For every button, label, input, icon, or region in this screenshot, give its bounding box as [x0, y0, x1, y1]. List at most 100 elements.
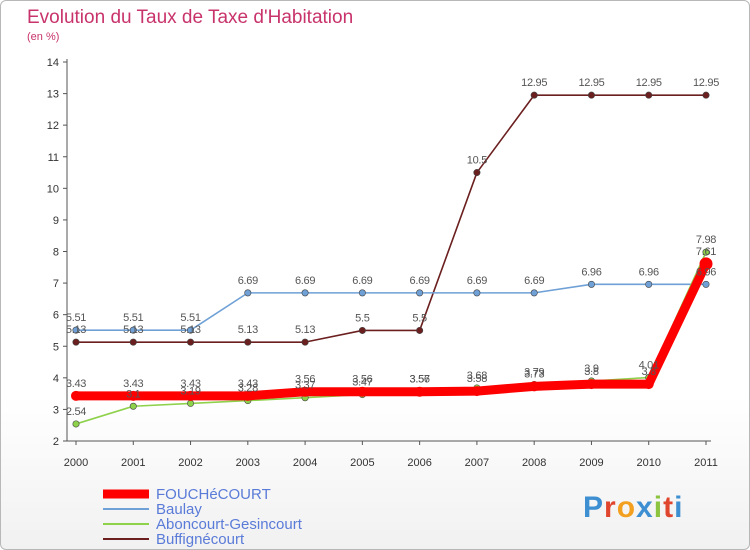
- data-label: 3.37: [295, 380, 315, 392]
- data-label: 3.43: [66, 378, 86, 390]
- data-label: 5.13: [295, 324, 315, 336]
- data-label: 2.54: [66, 406, 86, 418]
- data-label: 6.69: [410, 275, 430, 287]
- x-tick-label: 2002: [178, 457, 202, 469]
- data-point: [643, 379, 654, 390]
- data-label: 6.69: [524, 275, 544, 287]
- data-point: [645, 280, 653, 288]
- series-line-1: [75, 283, 707, 331]
- data-point: [358, 326, 366, 334]
- data-point: [358, 289, 366, 297]
- data-point: [72, 326, 80, 334]
- data-point: [587, 91, 595, 99]
- y-tick-label: 10: [47, 183, 59, 195]
- legend-label: Baulay: [156, 501, 202, 518]
- data-label: 12.95: [693, 77, 719, 89]
- legend-label: Buffignécourt: [156, 531, 245, 548]
- data-label: 12.95: [636, 77, 662, 89]
- data-label: 3.8: [642, 366, 657, 378]
- data-label: 5.13: [123, 324, 143, 336]
- data-point: [416, 289, 424, 297]
- data-point: [71, 390, 81, 401]
- data-point: [301, 289, 309, 297]
- data-label: 3.56: [295, 374, 315, 386]
- data-point: [185, 390, 196, 401]
- logo-letter: P: [583, 491, 605, 524]
- data-label: 5.51: [180, 312, 200, 324]
- data-label: 5.5: [355, 312, 370, 324]
- x-tick-label: 2003: [236, 457, 260, 469]
- chart-title: Evolution du Taux de Taxe d'Habitation: [27, 7, 354, 28]
- data-label: 6.69: [295, 275, 315, 287]
- data-point: [187, 326, 195, 334]
- y-tick-label: 5: [53, 341, 59, 353]
- data-point: [244, 289, 252, 297]
- y-tick-label: 12: [47, 120, 59, 132]
- data-label: 12.95: [521, 77, 547, 89]
- data-label: 6.69: [467, 275, 487, 287]
- y-tick-label: 3: [53, 404, 59, 416]
- data-point: [72, 420, 80, 428]
- data-point: [129, 338, 137, 346]
- data-label: 3.56: [352, 374, 372, 386]
- data-label: 3.9: [584, 363, 599, 375]
- x-tick-label: 2010: [636, 457, 660, 469]
- data-point: [473, 169, 481, 177]
- data-label: 5.13: [238, 324, 258, 336]
- data-point: [244, 338, 252, 346]
- data-point: [530, 91, 538, 99]
- data-point: [357, 386, 368, 397]
- data-label: 3.8: [584, 366, 599, 378]
- data-point: [471, 386, 482, 397]
- x-tick-label: 2001: [121, 457, 145, 469]
- data-label: 4.01: [639, 360, 659, 372]
- data-point: [187, 399, 195, 407]
- legend-label: Aboncourt-Gesincourt: [156, 516, 303, 533]
- data-label: 6.96: [696, 266, 716, 278]
- data-label: 3.28: [238, 383, 258, 395]
- series-line-3: [75, 94, 707, 343]
- data-point: [72, 338, 80, 346]
- y-tick-label: 9: [53, 215, 59, 227]
- data-label: 3.19: [180, 385, 200, 397]
- data-point: [242, 390, 253, 401]
- data-label: 6.96: [639, 266, 659, 278]
- data-point: [702, 280, 710, 288]
- logo-letter: i: [674, 491, 684, 524]
- y-tick-label: 2: [53, 436, 59, 448]
- data-label: 5.5: [412, 312, 427, 324]
- x-tick-label: 2005: [350, 457, 374, 469]
- data-label: 10.5: [467, 155, 487, 167]
- data-label: 3.68: [467, 370, 487, 382]
- data-label: 3.57: [410, 373, 430, 385]
- data-point: [645, 91, 653, 99]
- x-tick-label: 2006: [407, 457, 431, 469]
- data-label: 6.69: [238, 275, 258, 287]
- x-tick-label: 2011: [694, 457, 718, 469]
- series-line-0: [71, 259, 711, 401]
- data-point: [702, 248, 710, 256]
- data-point: [702, 91, 710, 99]
- data-point: [586, 379, 597, 390]
- data-label: 12.95: [578, 77, 604, 89]
- data-point: [187, 338, 195, 346]
- logo-letter: i: [653, 491, 664, 524]
- data-label: 3.58: [467, 373, 487, 385]
- y-tick-label: 11: [48, 152, 59, 164]
- data-label: 3.43: [238, 378, 258, 390]
- data-point: [300, 386, 311, 397]
- y-tick-label: 8: [53, 247, 59, 259]
- data-label: 7.98: [696, 234, 716, 246]
- data-label: 3.43: [180, 378, 200, 390]
- x-tick-label: 2000: [64, 457, 88, 469]
- data-label: 7.61: [696, 246, 716, 258]
- data-label: 6.96: [581, 266, 601, 278]
- logo-letter: t: [663, 491, 675, 524]
- data-point: [699, 257, 713, 271]
- data-label: 5.13: [180, 324, 200, 336]
- data-label: 3.79: [524, 366, 544, 378]
- data-point: [587, 280, 595, 288]
- x-tick-label: 2007: [465, 457, 489, 469]
